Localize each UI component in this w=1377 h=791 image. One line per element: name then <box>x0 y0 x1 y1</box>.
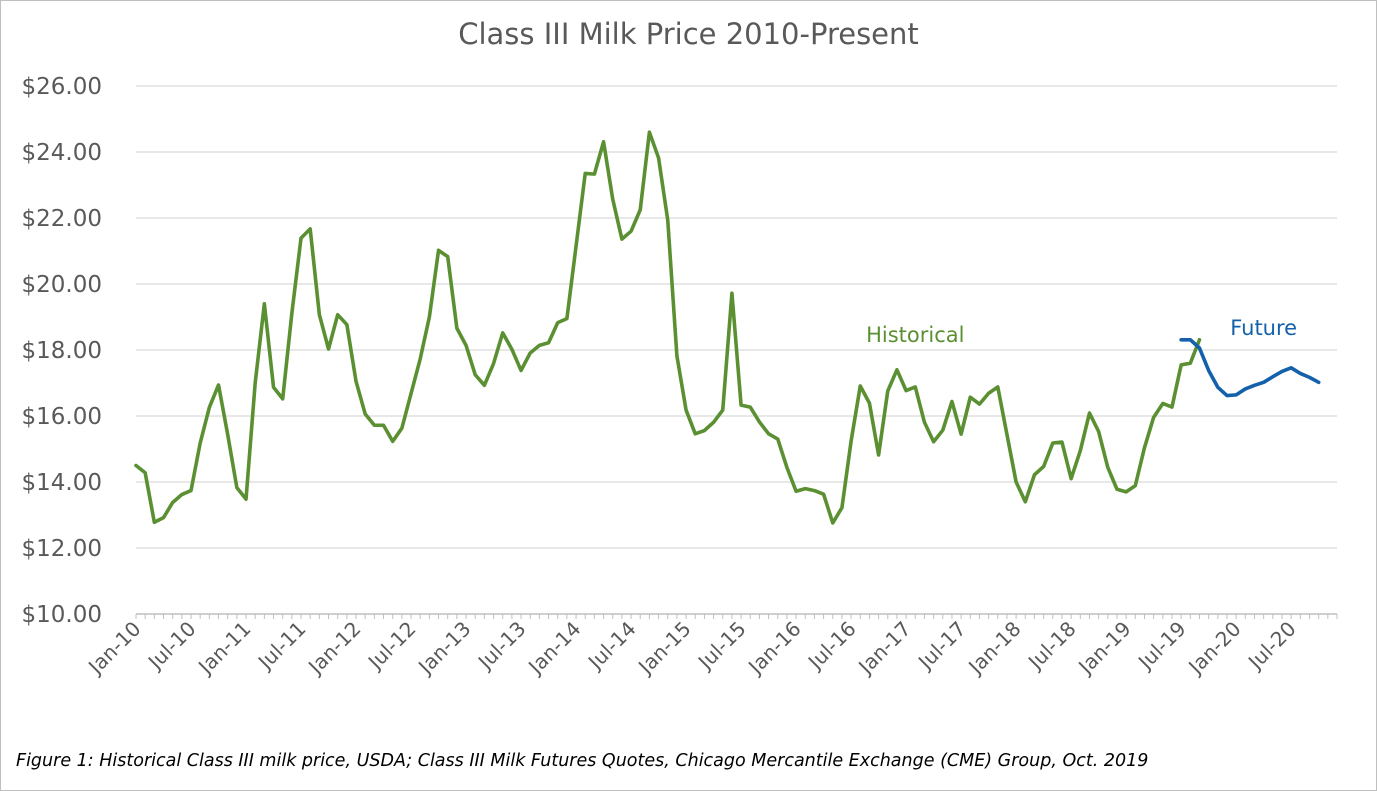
figure-caption: Figure 1: Historical Class III milk pric… <box>16 751 1149 771</box>
x-tick-label: Jan-17 <box>852 617 915 680</box>
x-tick-label: Jan-11 <box>192 617 255 680</box>
x-tick-label: Jan-16 <box>742 617 805 680</box>
y-axis-tick-labels: $10.00 $12.00 $14.00 $16.00 $18.00 $20.00 $22.… <box>22 74 102 628</box>
x-tick-label: Jan-14 <box>522 617 585 680</box>
x-tick-label: Jul-18 <box>1022 617 1081 676</box>
y-tick-label: $16.00 <box>22 404 102 430</box>
x-tick-label: Jul-10 <box>142 617 201 676</box>
x-tick-label: Jul-17 <box>912 617 971 676</box>
gridlines <box>136 85 1337 549</box>
x-tick-label: Jan-20 <box>1182 617 1245 680</box>
series-label-future: Future <box>1230 316 1297 340</box>
x-tick-label: Jan-12 <box>302 617 365 680</box>
x-tick-label: Jul-12 <box>362 617 421 676</box>
y-tick-label: $24.00 <box>22 140 102 166</box>
y-tick-label: $20.00 <box>22 272 102 298</box>
chart-title: Class III Milk Price 2010-Present <box>458 17 919 51</box>
x-tick-label: Jul-11 <box>252 617 311 676</box>
y-tick-label: $18.00 <box>22 338 102 364</box>
y-tick-label: $26.00 <box>22 74 102 100</box>
x-tick-label: Jul-19 <box>1132 617 1191 676</box>
y-tick-label: $14.00 <box>22 470 102 496</box>
x-tick-label: Jul-16 <box>802 617 861 676</box>
x-tick-label: Jan-18 <box>962 617 1025 680</box>
series-label-historical: Historical <box>866 323 964 347</box>
series-line-historical <box>134 130 1202 525</box>
y-tick-label: $22.00 <box>22 206 102 232</box>
x-tick-label: Jul-13 <box>472 617 531 676</box>
x-tick-label: Jan-13 <box>412 617 475 680</box>
series-labels: Historical Future <box>866 316 1297 347</box>
series-line-future <box>1179 337 1321 398</box>
series-lines <box>134 130 1321 525</box>
y-tick-label: $12.00 <box>22 536 102 562</box>
x-tick-label: Jul-20 <box>1242 617 1301 676</box>
x-tick-label: Jul-14 <box>582 617 641 676</box>
x-axis: Jan-10Jul-10Jan-11Jul-11Jan-12Jul-12Jan-… <box>82 613 1338 680</box>
x-tick-label: Jan-19 <box>1072 617 1135 680</box>
x-tick-label: Jan-15 <box>632 617 695 680</box>
y-tick-label: $10.00 <box>22 602 102 628</box>
x-tick-label: Jul-15 <box>692 617 751 676</box>
